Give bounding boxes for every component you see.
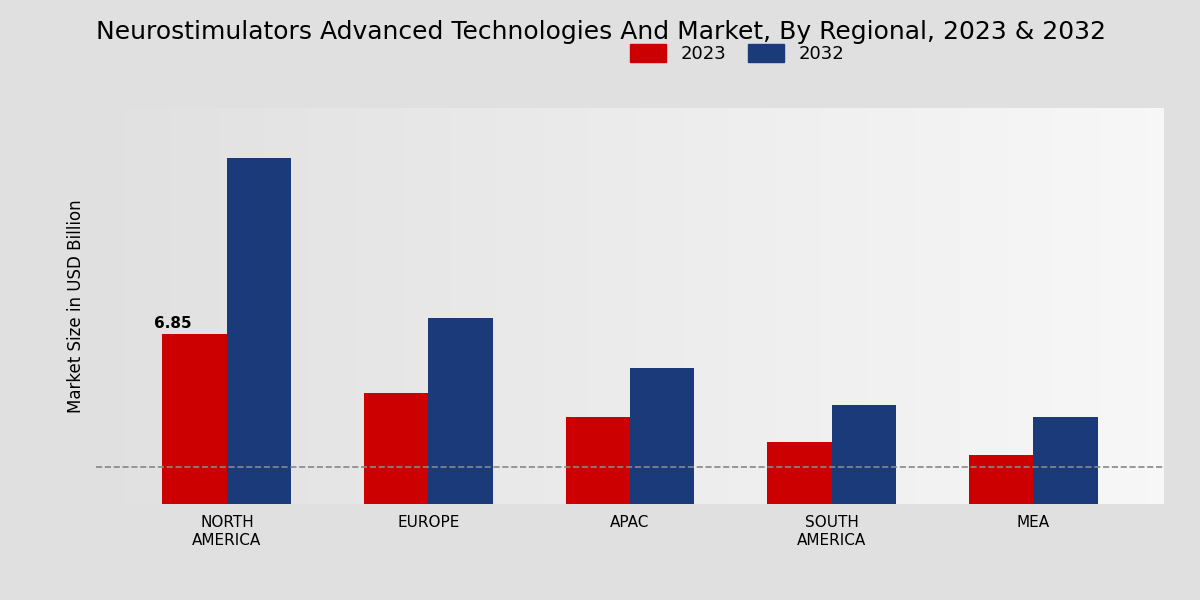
Bar <box>162 334 227 504</box>
Bar <box>832 405 896 504</box>
Bar <box>227 158 292 504</box>
Bar <box>1033 418 1098 504</box>
Legend: 2023, 2032: 2023, 2032 <box>623 37 851 71</box>
Text: 6.85: 6.85 <box>155 316 192 331</box>
Bar <box>630 368 695 504</box>
Bar <box>428 319 493 504</box>
Bar <box>968 455 1033 504</box>
Text: Neurostimulators Advanced Technologies And Market, By Regional, 2023 & 2032: Neurostimulators Advanced Technologies A… <box>96 20 1106 44</box>
Bar <box>565 418 630 504</box>
Y-axis label: Market Size in USD Billion: Market Size in USD Billion <box>67 199 85 413</box>
Bar <box>364 392 428 504</box>
Bar <box>767 442 832 504</box>
